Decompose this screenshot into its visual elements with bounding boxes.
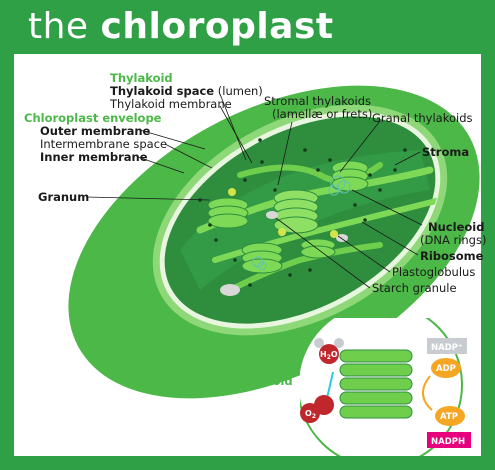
leader-inner-membrane: [137, 156, 185, 174]
label-stromal-thylakoids: Stromal thylakoids: [264, 94, 371, 108]
granum-stack: [273, 189, 319, 234]
inset-label: Thylakoid: [230, 374, 293, 388]
page-title: the chloroplast: [28, 4, 334, 50]
granal-thylakoid: [331, 176, 369, 192]
o2-o: O: [305, 409, 312, 418]
leader-stromal-thylakoids: [277, 121, 293, 186]
granum-stack: [300, 238, 336, 259]
label-lamellae: (lamellæ or frets): [272, 107, 372, 121]
inset-stack: [339, 349, 413, 419]
leader-lines: [85, 93, 423, 289]
label-thylakoid-heading: Thylakoid: [110, 71, 173, 85]
nadph-badge: [427, 432, 471, 448]
label-starch-granule: Starch granule: [372, 281, 457, 295]
label-plastoglobulus: Plastoglobulus: [392, 265, 475, 279]
water-molecule: H2O: [314, 338, 344, 364]
label-intermembrane-space: Intermembrane space: [40, 137, 167, 151]
title-main: chloroplast: [100, 6, 334, 47]
oxygen-molecule: O2: [300, 395, 334, 423]
o2-subscript: 2: [312, 413, 316, 420]
adp-label: ADP: [436, 364, 456, 374]
h2o-formula: H2O: [320, 350, 338, 361]
label-ribosome: Ribosome: [420, 249, 484, 263]
leader-ribosome: [361, 221, 419, 256]
label-granum: Granum: [38, 190, 89, 204]
inset-thylakoid-disc: [339, 349, 413, 363]
hydrogen-atom-icon: [334, 338, 344, 348]
internal-structures: [180, 138, 443, 296]
starch-granule: [220, 284, 240, 296]
starch-granule: [266, 211, 278, 219]
label-dna-rings: (DNA rings): [420, 233, 486, 247]
atp-label: ATP: [440, 412, 458, 422]
title-prefix: the: [28, 6, 89, 47]
nadph-label: NADPH: [431, 437, 465, 447]
leader-stroma: [394, 151, 421, 166]
inset-thylakoid-disc: [339, 391, 413, 405]
chloroplast-body: [68, 85, 480, 399]
label-nucleoid: Nucleoid: [428, 220, 484, 234]
inset-thylakoid-disc: [339, 377, 413, 391]
starch-granule: [336, 234, 348, 242]
leader-granal-thylakoids: [339, 120, 381, 173]
label-thylakoid-space-name: Thylakoid space: [110, 84, 214, 98]
inset-thylakoid-disc: [339, 363, 413, 377]
oxygen-atom-icon: [319, 344, 339, 364]
granal-thylakoid: [241, 258, 283, 274]
leader-thylakoid-membrane: [219, 105, 253, 164]
stromal-thylakoid: [227, 242, 383, 293]
label-envelope-heading: Chloroplast envelope: [24, 111, 162, 125]
hydrogen-atom-icon: [314, 338, 324, 348]
granum-stack: [241, 242, 283, 274]
h2o-h: H: [320, 350, 327, 359]
thylakoid-inset: H2O O2 NADP⁺ ADP ATP NADPH Thylakoid: [230, 318, 471, 456]
nucleoid-dna: [252, 175, 351, 271]
label-thylakoid-space: Thylakoid space (lumen): [110, 84, 263, 98]
label-lumen: (lumen): [218, 84, 263, 98]
label-outer-membrane: Outer membrane: [40, 124, 151, 138]
plastoglobulus: [228, 188, 236, 196]
leader-outer-membrane: [139, 129, 206, 150]
nadp-label: NADP⁺: [431, 343, 462, 353]
atp-synthesis-arrow: [422, 375, 433, 411]
label-thylakoid-membrane: Thylakoid membrane: [109, 97, 232, 111]
inset-thylakoid-disc: [339, 405, 413, 419]
nadp-badge: [427, 338, 467, 354]
h2o-subscript: 2: [327, 354, 331, 361]
plastoglobulus: [278, 228, 286, 236]
leader-starch-granule: [275, 217, 371, 289]
ribosomes: [198, 138, 407, 287]
leader-nucleoid: [351, 189, 423, 226]
granum-stack: [331, 160, 369, 192]
granum-stack: [207, 197, 249, 229]
leader-granum: [85, 196, 211, 201]
atp-badge: [435, 406, 465, 426]
adp-badge: [431, 358, 461, 378]
oxygen-atom-icon: [314, 395, 334, 415]
granal-thylakoid: [300, 245, 336, 259]
label-stroma: Stroma: [422, 145, 469, 159]
h2o-o: O: [331, 350, 338, 359]
o2-formula: O2: [305, 409, 316, 420]
leader-intermembrane: [164, 143, 213, 169]
granal-thylakoid: [207, 213, 249, 229]
leader-thylakoid-space: [219, 93, 247, 161]
plastoglobulus: [330, 230, 338, 238]
label-granal-thylakoids: Granal thylakoids: [372, 111, 473, 125]
leader-plastoglobulus: [337, 235, 391, 273]
label-inner-membrane: Inner membrane: [40, 150, 148, 164]
